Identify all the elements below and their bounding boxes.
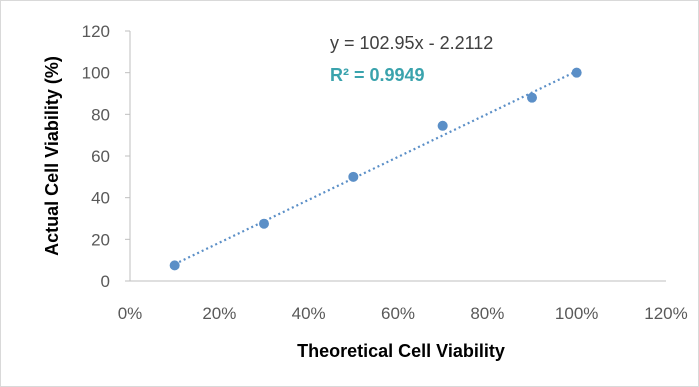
x-tick-label: 60% xyxy=(381,304,415,323)
x-tick-label: 120% xyxy=(644,304,687,323)
data-point xyxy=(259,218,269,229)
y-tick-label: 0 xyxy=(101,272,110,291)
x-tick-label: 80% xyxy=(470,304,504,323)
x-tick-label: 0% xyxy=(118,304,143,323)
y-tick-labels: 0 20 40 60 80 100 120 xyxy=(82,22,130,291)
y-tick-label: 20 xyxy=(91,230,110,249)
x-tick-label: 40% xyxy=(292,304,326,323)
y-tick-label: 100 xyxy=(82,64,110,83)
x-tick-labels: 0% 20% 40% 60% 80% 100% 120% xyxy=(118,304,688,323)
data-point xyxy=(348,171,359,182)
y-tick-label: 40 xyxy=(91,189,110,208)
r-squared-label: R² = 0.9949 xyxy=(330,65,425,85)
y-tick-label: 60 xyxy=(91,147,110,166)
y-tick-label: 80 xyxy=(91,105,110,124)
data-point xyxy=(527,92,537,103)
data-points xyxy=(169,67,582,271)
trendline xyxy=(174,70,578,266)
y-axis-title: Actual Cell Viability (%) xyxy=(42,56,62,256)
y-tick-label: 120 xyxy=(82,22,110,41)
x-axis-title: Theoretical Cell Viability xyxy=(297,341,505,361)
data-point xyxy=(169,260,180,271)
data-point xyxy=(571,67,582,78)
x-tick-label: 100% xyxy=(555,304,598,323)
data-point xyxy=(437,120,448,131)
x-tick-label: 20% xyxy=(202,304,236,323)
trendline-equation: y = 102.95x - 2.2112 xyxy=(330,33,493,53)
